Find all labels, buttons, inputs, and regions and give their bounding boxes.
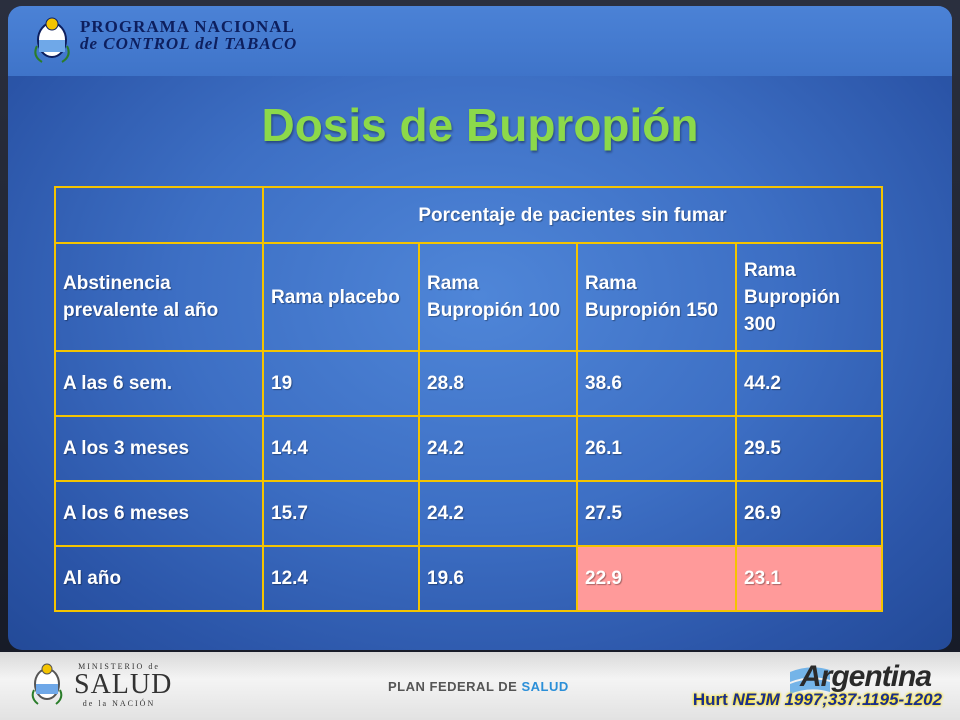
row-label: A los 6 meses xyxy=(54,480,264,547)
table-row: A los 3 meses 14.4 24.2 26.1 29.5 xyxy=(54,415,884,482)
slide-title: Dosis de Bupropión xyxy=(261,99,699,151)
ministerio-logo: MINISTERIO de SALUD de la NACIÓN xyxy=(74,662,173,708)
plan-salud: SALUD xyxy=(521,679,569,694)
table-cell: 38.6 xyxy=(576,350,737,417)
data-table: Porcentaje de pacientes sin fumar Abstin… xyxy=(54,186,884,612)
citation-ref: 1997;337:1195-1202 xyxy=(779,690,942,709)
table-cell: 19.6 xyxy=(418,545,578,612)
coat-of-arms-icon xyxy=(34,17,70,63)
table-cell: 28.8 xyxy=(418,350,578,417)
table-group-header-row: Porcentaje de pacientes sin fumar xyxy=(54,186,884,244)
plan-prefix: PLAN FEDERAL DE xyxy=(388,679,522,694)
table-row: Al año 12.4 19.6 22.9 23.1 xyxy=(54,545,884,612)
table-cell: 26.1 xyxy=(576,415,737,482)
column-header: Rama Bupropión 300 xyxy=(734,242,884,352)
table-header-row: Abstinencia prevalente al año Rama place… xyxy=(54,242,884,352)
ministerio-top: MINISTERIO de xyxy=(78,662,160,671)
table-cell: 24.2 xyxy=(418,480,578,547)
row-label: Al año xyxy=(54,545,264,612)
citation: Hurt NEJM 1997;337:1195-1202 xyxy=(693,690,942,710)
coat-of-arms-icon xyxy=(31,663,63,705)
citation-journal: NEJM xyxy=(732,690,780,709)
table-row: A los 6 meses 15.7 24.2 27.5 26.9 xyxy=(54,480,884,547)
table-cell: 26.9 xyxy=(734,480,884,547)
column-header: Rama placebo xyxy=(262,242,420,352)
table-cell: 27.5 xyxy=(576,480,737,547)
argentina-logo: Argentina xyxy=(800,660,932,693)
group-header: Porcentaje de pacientes sin fumar xyxy=(261,186,884,244)
table-cell: 15.7 xyxy=(262,480,420,547)
ministerio-main: SALUD xyxy=(74,669,173,700)
table-row: A las 6 sem. 19 28.8 38.6 44.2 xyxy=(54,350,884,417)
footer-bar: MINISTERIO de SALUD de la NACIÓN PLAN FE… xyxy=(0,652,960,720)
highlighted-cell: 23.1 xyxy=(734,545,884,612)
row-label: A los 3 meses xyxy=(54,415,264,482)
ministerio-bottom: de la NACIÓN xyxy=(82,699,156,708)
table-corner-cell xyxy=(54,186,264,244)
argentina-flag-icon xyxy=(790,667,830,694)
column-header: Rama Bupropión 150 xyxy=(576,242,737,352)
header-band: PROGRAMA NACIONAL de CONTROL del TABACO xyxy=(8,6,952,76)
program-line1: PROGRAMA NACIONAL xyxy=(80,17,295,36)
table-cell: 19 xyxy=(262,350,420,417)
citation-author: Hurt xyxy=(692,690,733,709)
program-line2: de CONTROL del TABACO xyxy=(80,34,298,53)
program-name: PROGRAMA NACIONAL de CONTROL del TABACO xyxy=(80,18,297,52)
column-header: Abstinencia prevalente al año xyxy=(54,242,264,352)
row-label: A las 6 sem. xyxy=(54,350,264,417)
table-cell: 44.2 xyxy=(734,350,884,417)
table-cell: 29.5 xyxy=(734,415,884,482)
plan-federal: PLAN FEDERAL DE SALUD xyxy=(388,679,569,694)
table-cell: 14.4 xyxy=(262,415,420,482)
column-header: Rama Bupropión 100 xyxy=(418,242,578,352)
table-cell: 24.2 xyxy=(418,415,578,482)
highlighted-cell: 22.9 xyxy=(576,545,737,612)
table-cell: 12.4 xyxy=(262,545,420,612)
